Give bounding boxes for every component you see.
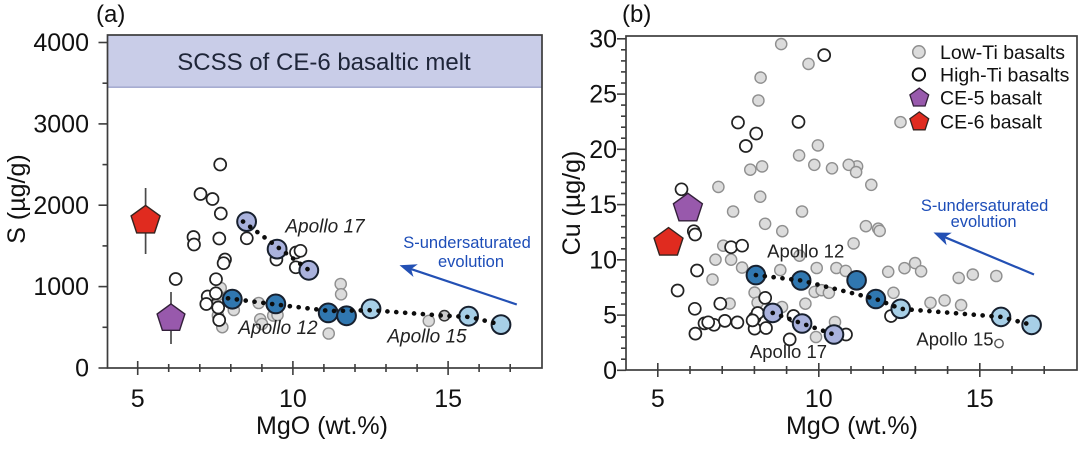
svg-text:20: 20 xyxy=(589,136,617,164)
svg-text:3000: 3000 xyxy=(33,110,89,138)
svg-text:0: 0 xyxy=(603,357,617,385)
svg-text:S-undersaturated: S-undersaturated xyxy=(403,234,531,252)
svg-text:Apollo 15: Apollo 15 xyxy=(386,327,467,348)
svg-text:1000: 1000 xyxy=(33,273,89,301)
svg-text:4000: 4000 xyxy=(33,29,89,57)
svg-text:Apollo 12: Apollo 12 xyxy=(237,318,318,339)
svg-text:5: 5 xyxy=(603,302,617,330)
svg-text:Apollo 12: Apollo 12 xyxy=(767,241,844,262)
svg-text:10: 10 xyxy=(805,385,833,413)
svg-text:SCSS of CE-6 basaltic melt: SCSS of CE-6 basaltic melt xyxy=(177,49,471,76)
svg-text:S-undersaturated: S-undersaturated xyxy=(921,197,1049,215)
svg-text:CE-5 basalt: CE-5 basalt xyxy=(940,87,1042,109)
svg-text:15: 15 xyxy=(434,385,462,413)
svg-text:2000: 2000 xyxy=(33,192,89,220)
svg-text:5: 5 xyxy=(651,385,665,413)
svg-text:MgO (wt.%): MgO (wt.%) xyxy=(256,412,388,440)
svg-text:evolution: evolution xyxy=(438,253,504,271)
svg-text:High-Ti basalts: High-Ti basalts xyxy=(940,65,1070,87)
svg-text:(a): (a) xyxy=(96,1,125,28)
svg-text:Low-Ti basalts: Low-Ti basalts xyxy=(940,42,1065,64)
svg-text:Apollo 17: Apollo 17 xyxy=(284,217,366,238)
svg-text:Apollo 17: Apollo 17 xyxy=(750,341,827,362)
svg-text:30: 30 xyxy=(589,25,617,53)
svg-text:5: 5 xyxy=(131,385,145,413)
svg-text:(b): (b) xyxy=(622,1,651,28)
svg-text:15: 15 xyxy=(589,191,617,219)
svg-text:Cu (µg/g): Cu (µg/g) xyxy=(558,151,586,256)
svg-text:0: 0 xyxy=(75,355,89,383)
svg-text:25: 25 xyxy=(589,81,617,109)
svg-text:S (µg/g): S (µg/g) xyxy=(3,154,31,243)
svg-text:10: 10 xyxy=(279,385,307,413)
svg-text:10: 10 xyxy=(589,246,617,274)
svg-text:CE-6 basalt: CE-6 basalt xyxy=(940,111,1042,133)
svg-text:15: 15 xyxy=(966,385,994,413)
svg-text:Apollo 15: Apollo 15 xyxy=(916,329,993,350)
svg-text:evolution: evolution xyxy=(951,213,1017,231)
svg-text:MgO (wt.%): MgO (wt.%) xyxy=(786,412,918,440)
